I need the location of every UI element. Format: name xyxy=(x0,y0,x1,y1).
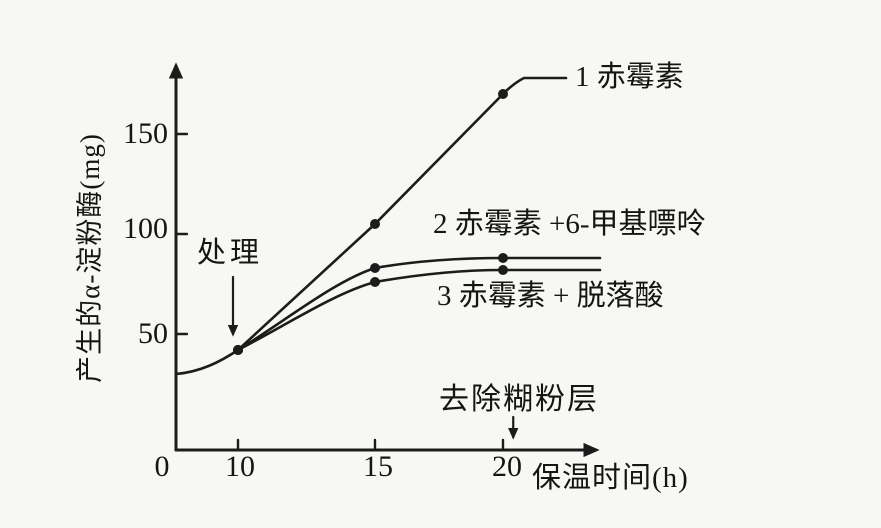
data-point-s1-x15 xyxy=(370,219,380,229)
x-tick-label-20: 20 xyxy=(492,450,522,483)
remove-aleurone-annotation-label: 去除糊粉层 xyxy=(439,383,599,416)
data-point-s3-x10 xyxy=(233,345,243,355)
y-axis-title: 产生的α-淀粉酶(mg) xyxy=(75,133,105,383)
curve2-label: 2 赤霉素 +6-甲基嘌呤 xyxy=(433,208,706,240)
data-point-s3-x15 xyxy=(370,277,380,287)
x-axis-title: 保温时间(h) xyxy=(532,462,689,494)
data-point-s1-x20 xyxy=(498,89,508,99)
data-point-s2-x20 xyxy=(498,253,508,263)
curve3-label: 3 赤霉素 + 脱落酸 xyxy=(437,280,664,312)
x-tick-label-0: 0 xyxy=(154,450,170,483)
y-tick-label-100: 100 xyxy=(123,212,168,245)
data-point-s3-x20 xyxy=(498,265,508,275)
treatment-annotation-label: 处理 xyxy=(197,237,264,269)
x-tick-label-10: 10 xyxy=(225,450,255,483)
y-tick-label-150: 150 xyxy=(123,117,168,150)
x-tick-label-15: 15 xyxy=(363,450,393,483)
y-tick-label-50: 50 xyxy=(138,317,168,350)
common-segment-path xyxy=(174,348,240,376)
data-point-s2-x15 xyxy=(370,263,380,273)
curve1-label: 1 赤霉素 xyxy=(575,61,684,93)
